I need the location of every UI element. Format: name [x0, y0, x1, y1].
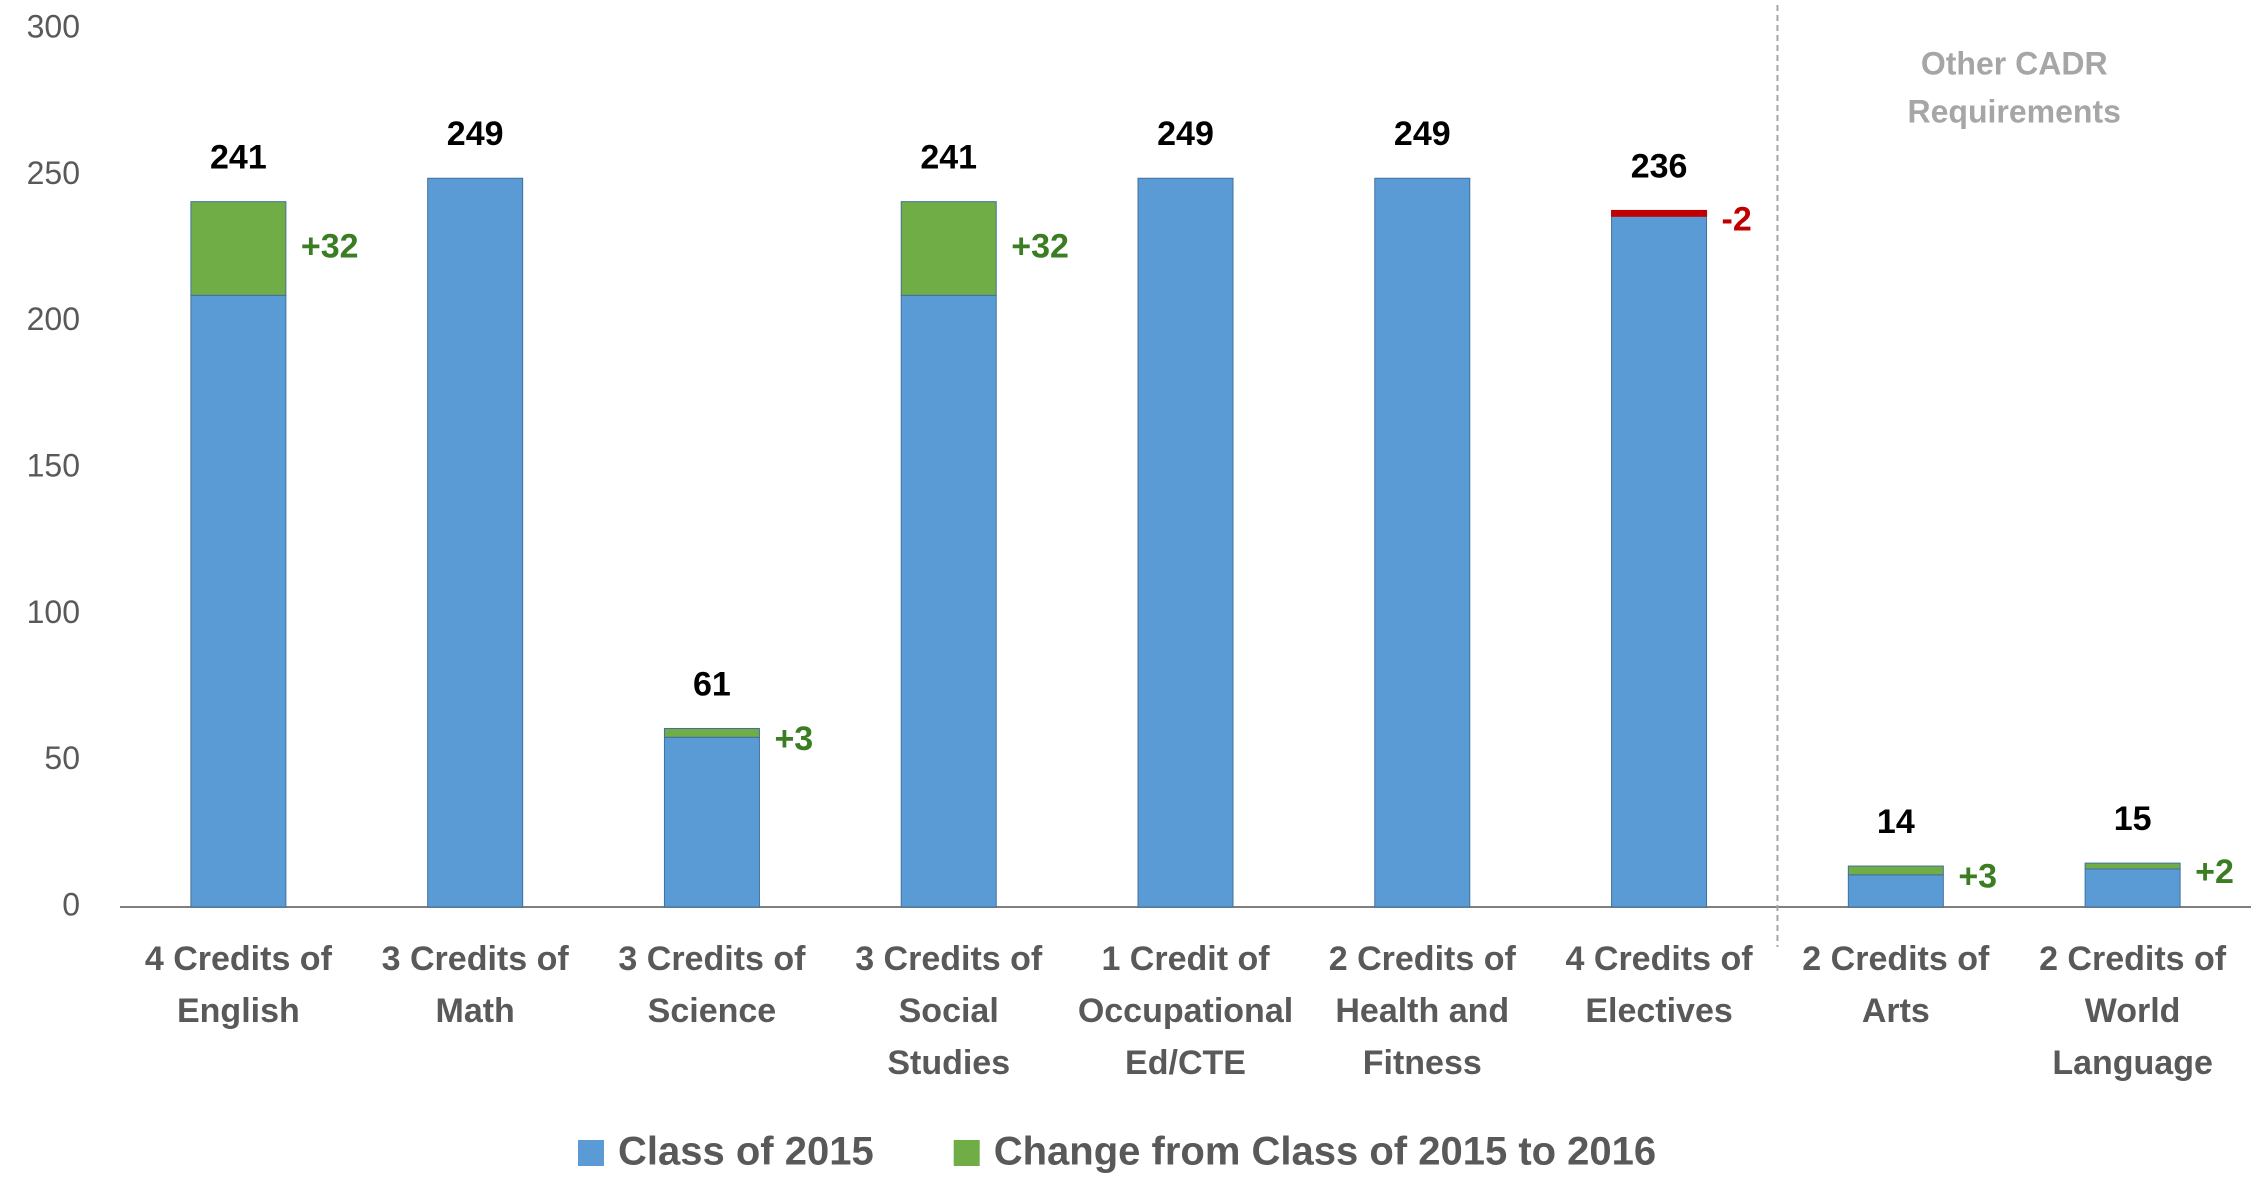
bar-segment: [1611, 209, 1708, 217]
total-label: 249: [447, 115, 504, 153]
x-tick-label: 4 Credits of English: [145, 940, 333, 1030]
total-label: 241: [210, 139, 267, 177]
x-tick-label: 3 Credits of Social Studies: [855, 940, 1043, 1082]
bar-segment: [663, 736, 760, 908]
bar-segment: [663, 727, 760, 738]
bar-segment: [427, 177, 524, 908]
change-label: -2: [1722, 200, 1752, 238]
y-tick-label: 300: [27, 8, 80, 44]
total-label: 14: [1877, 803, 1915, 841]
bar-segment: [1847, 874, 1944, 908]
total-label: 15: [2114, 800, 2152, 838]
annotation: Other CADR: [1921, 45, 2108, 81]
x-tick-label: 3 Credits of Science: [618, 940, 806, 1030]
legend-swatch: [953, 1140, 980, 1166]
bar-segment: [1137, 177, 1234, 908]
change-label: +3: [774, 720, 813, 758]
change-label: +32: [1011, 227, 1069, 265]
total-label: 236: [1631, 147, 1688, 185]
total-label: 249: [1157, 115, 1214, 153]
bar-segment: [1611, 209, 1708, 908]
legend-label: Class of 2015: [618, 1130, 874, 1174]
x-tick-label: 1 Credit of Occupational Ed/CTE: [1078, 940, 1293, 1082]
y-tick-label: 0: [62, 886, 80, 922]
y-tick-label: 100: [27, 594, 80, 630]
annotation: Requirements: [1908, 93, 2121, 129]
y-tick-label: 200: [27, 301, 80, 337]
x-tick-label: 3 Credits of Math: [382, 940, 570, 1030]
bar-segment: [2084, 862, 2181, 870]
change-label: +3: [1958, 857, 1997, 895]
legend-label: Change from Class of 2015 to 2016: [994, 1130, 1656, 1174]
bar-segment: [190, 201, 287, 296]
bar-segment: [900, 201, 997, 296]
x-tick-label: 2 Credits of Arts: [1802, 940, 1990, 1030]
y-tick-label: 250: [27, 155, 80, 191]
legend-swatch: [578, 1140, 604, 1166]
change-label: +32: [301, 227, 359, 265]
y-tick-label: 50: [44, 740, 80, 776]
total-label: 61: [693, 665, 731, 703]
bar-segment: [1847, 865, 1944, 876]
y-tick-label: 150: [27, 447, 80, 483]
change-label: +2: [2195, 853, 2234, 891]
bar-segment: [1374, 177, 1471, 908]
bar-segment: [900, 294, 997, 908]
x-tick-label: 4 Credits of Electives: [1566, 940, 1754, 1030]
bar-segment: [2084, 868, 2181, 908]
bar-segment: [190, 294, 287, 908]
x-tick-label: 2 Credits of World Language: [2039, 940, 2227, 1082]
total-label: 249: [1394, 115, 1451, 153]
x-tick-label: 2 Credits of Health and Fitness: [1329, 940, 1517, 1082]
total-label: 241: [920, 139, 977, 177]
